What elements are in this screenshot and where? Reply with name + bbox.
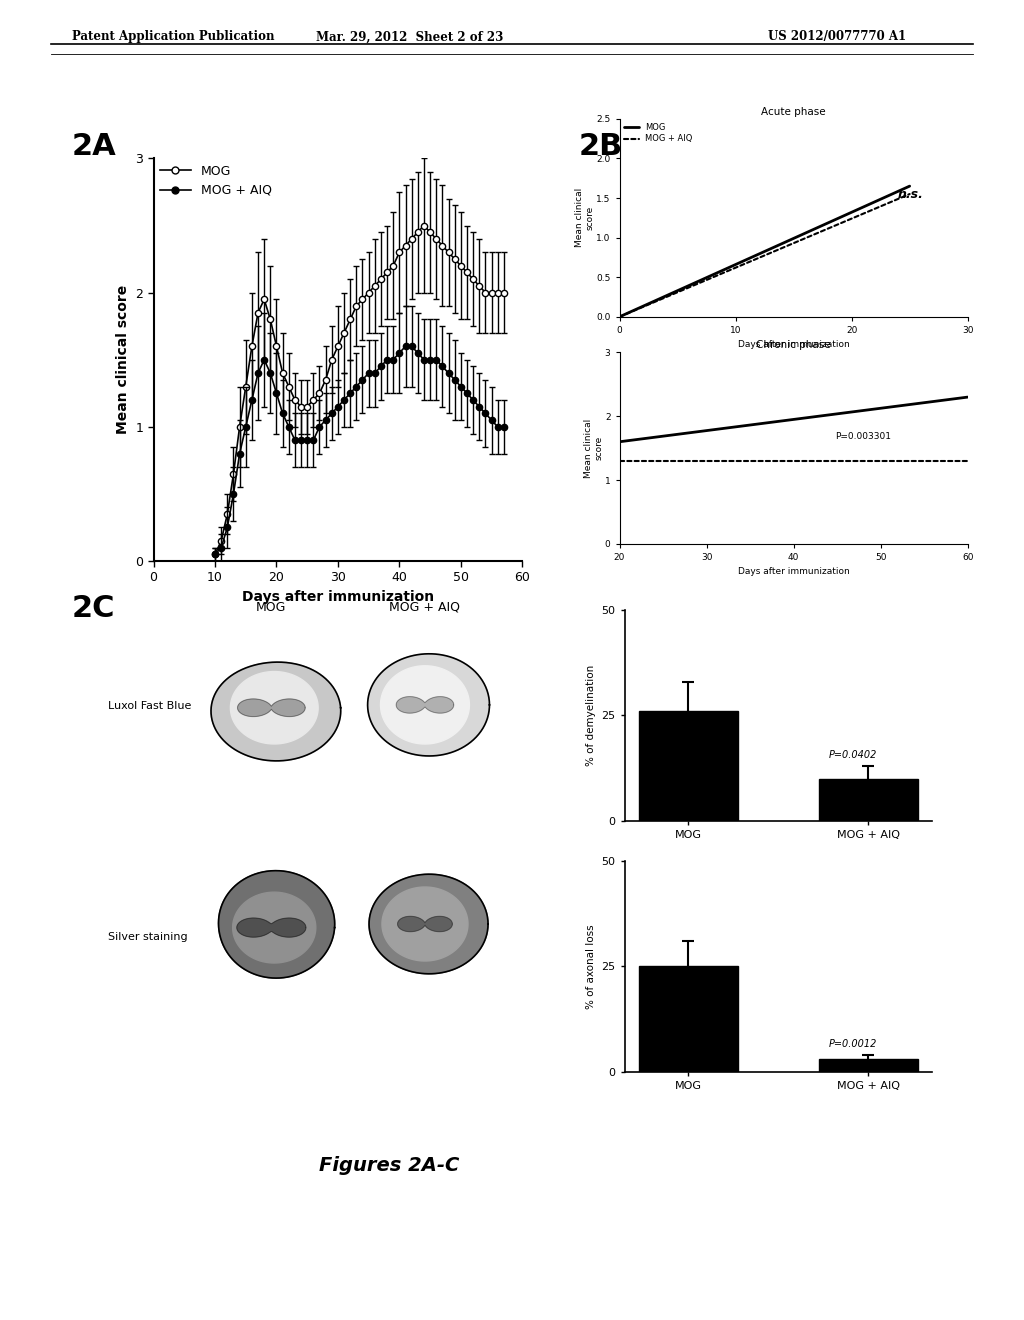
Text: P=0.003301: P=0.003301 xyxy=(836,432,891,441)
Text: 2C: 2C xyxy=(72,594,115,623)
Polygon shape xyxy=(232,892,315,964)
Polygon shape xyxy=(382,887,468,961)
Polygon shape xyxy=(211,663,341,760)
Text: P=0.0402: P=0.0402 xyxy=(828,750,878,760)
Text: Silver staining: Silver staining xyxy=(108,932,187,942)
Polygon shape xyxy=(381,665,469,744)
Polygon shape xyxy=(397,916,453,932)
Y-axis label: Mean clinical score: Mean clinical score xyxy=(116,285,130,434)
Bar xyxy=(819,779,918,821)
Legend: MOG, MOG + AIQ: MOG, MOG + AIQ xyxy=(160,165,272,197)
X-axis label: Days after immunization: Days after immunization xyxy=(737,341,850,350)
Polygon shape xyxy=(238,700,305,717)
Text: Luxol Fast Blue: Luxol Fast Blue xyxy=(108,701,190,711)
Title: Acute phase: Acute phase xyxy=(761,107,826,116)
Polygon shape xyxy=(218,871,335,978)
Y-axis label: Mean clinical
score: Mean clinical score xyxy=(575,189,595,247)
Text: MOG + AIQ: MOG + AIQ xyxy=(389,601,461,614)
Y-axis label: % of demyelination: % of demyelination xyxy=(586,665,596,766)
Polygon shape xyxy=(369,874,488,974)
Text: P=0.0012: P=0.0012 xyxy=(828,1039,878,1048)
Polygon shape xyxy=(368,653,489,756)
Text: Patent Application Publication: Patent Application Publication xyxy=(72,30,274,44)
Title: Chronic phase: Chronic phase xyxy=(757,341,830,350)
Bar xyxy=(819,1059,918,1072)
Text: 2B: 2B xyxy=(579,132,623,161)
Text: Mar. 29, 2012  Sheet 2 of 23: Mar. 29, 2012 Sheet 2 of 23 xyxy=(316,30,503,44)
Y-axis label: Mean clinical
score: Mean clinical score xyxy=(584,418,603,478)
Legend: MOG, MOG + AIQ: MOG, MOG + AIQ xyxy=(624,123,692,144)
Text: MOG: MOG xyxy=(256,601,287,614)
X-axis label: Days after immunization: Days after immunization xyxy=(737,568,850,577)
Y-axis label: % of axonal loss: % of axonal loss xyxy=(586,924,596,1008)
Polygon shape xyxy=(396,697,454,713)
Polygon shape xyxy=(237,919,306,937)
Bar xyxy=(639,711,737,821)
Text: Figures 2A-C: Figures 2A-C xyxy=(319,1156,459,1175)
X-axis label: Days after immunization: Days after immunization xyxy=(242,590,434,605)
Text: n.s.: n.s. xyxy=(898,187,924,201)
Bar xyxy=(639,966,737,1072)
Text: US 2012/0077770 A1: US 2012/0077770 A1 xyxy=(768,30,906,44)
Text: 2A: 2A xyxy=(72,132,117,161)
Polygon shape xyxy=(230,672,318,744)
